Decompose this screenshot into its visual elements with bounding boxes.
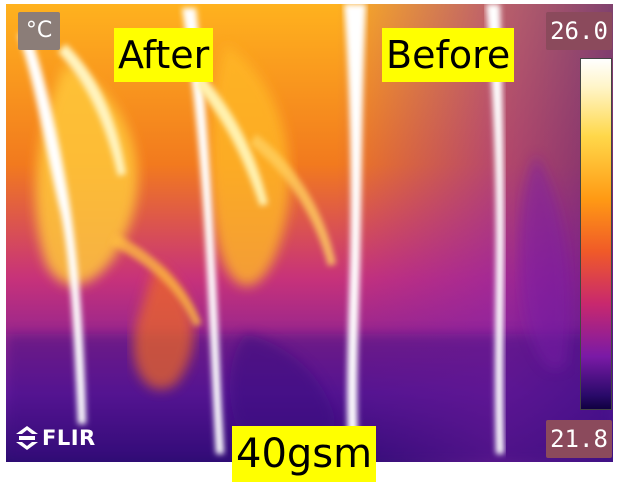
label-bottom: 40gsm [232,426,377,482]
scale-max-value: 26.0 [546,12,612,50]
flir-logo: FLIR [16,424,96,452]
flir-emblem-icon [16,426,38,450]
thermal-image [6,4,613,462]
temperature-colorbar [580,58,612,410]
label-before: Before [382,28,515,82]
scale-min-value: 21.8 [546,420,612,458]
label-after: After [114,28,214,82]
flir-brand-text: FLIR [42,426,96,450]
unit-badge: °C [18,12,60,50]
